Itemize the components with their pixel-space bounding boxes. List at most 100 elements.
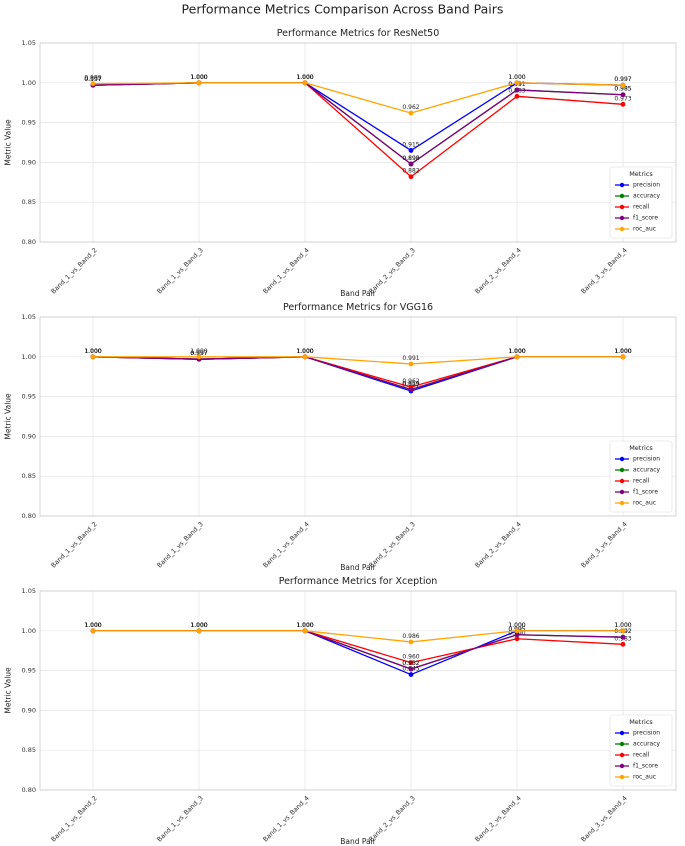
- legend-marker-precision: [619, 182, 625, 188]
- data-label-accuracy: 1.000: [84, 348, 101, 355]
- legend-marker-accuracy: [619, 467, 625, 473]
- data-label-f1_score: 1.000: [296, 348, 313, 355]
- data-label-accuracy: 0.997: [190, 350, 207, 357]
- y-tick-label: 1.00: [22, 353, 36, 361]
- series-roc_auc: 0.999 1.000 1.000 0.962 1.000 0.997: [84, 74, 632, 116]
- x-tick-label: Band_3_vs_Band_4: [579, 520, 628, 569]
- data-point-f1_score: [620, 92, 626, 98]
- data-label-f1_score: 1.000: [296, 74, 313, 81]
- data-label-precision: 1.000: [190, 74, 207, 81]
- data-label-f1_score: 1.000: [190, 622, 207, 629]
- legend-marker-precision: [619, 456, 625, 462]
- legend-marker-roc_auc: [619, 500, 625, 506]
- data-point-recall: [620, 641, 626, 647]
- data-label-recall: 1.000: [296, 74, 313, 81]
- data-label-precision: 0.997: [614, 76, 631, 83]
- data-label-recall: 0.997: [84, 76, 101, 83]
- data-label-roc_auc: 1.000: [296, 348, 313, 355]
- data-label-accuracy: 0.985: [614, 86, 631, 93]
- data-label-f1_score: 0.985: [614, 86, 631, 93]
- y-tick-label: 0.85: [22, 198, 36, 206]
- legend-marker-precision: [619, 730, 625, 736]
- data-label-accuracy: 0.959: [402, 380, 419, 387]
- legend-marker-accuracy: [619, 741, 625, 747]
- data-label-accuracy: 1.000: [614, 348, 631, 355]
- legend-label-roc_auc: roc_auc: [633, 226, 656, 233]
- chart-title: Performance Metrics for ResNet50: [277, 28, 440, 39]
- data-label-accuracy: 1.000: [84, 622, 101, 629]
- data-label-f1_score: 1.000: [84, 622, 101, 629]
- data-label-roc_auc: 1.000: [614, 348, 631, 355]
- x-axis-label: Band Pair: [340, 563, 377, 572]
- y-tick-label: 1.00: [22, 79, 36, 87]
- data-label-roc_auc: 1.000: [190, 74, 207, 81]
- x-tick-label: Band_1_vs_Band_3: [155, 246, 204, 295]
- data-label-roc_auc: 1.000: [190, 348, 207, 355]
- chart-panel-2: Performance Metrics for VGG16 0.80 0.85 0.9…: [4, 302, 677, 572]
- data-point-roc_auc: [302, 354, 308, 360]
- y-tick-label: 1.05: [22, 39, 36, 47]
- data-label-recall: 1.000: [296, 348, 313, 355]
- data-label-roc_auc: 0.999: [84, 75, 101, 82]
- data-label-f1_score: 1.000: [296, 622, 313, 629]
- legend-label-recall: recall: [633, 752, 650, 759]
- x-tick-label: Band_3_vs_Band_4: [579, 794, 628, 843]
- y-tick-label: 1.05: [22, 313, 36, 321]
- y-axis-label: Metric Value: [4, 667, 13, 714]
- data-label-accuracy: 1.000: [296, 348, 313, 355]
- x-tick-label: Band_1_vs_Band_2: [49, 520, 98, 569]
- legend-marker-recall: [619, 204, 625, 210]
- series-line-recall: [92, 356, 623, 388]
- y-tick-label: 0.85: [22, 746, 36, 754]
- y-tick-label: 0.80: [22, 512, 36, 520]
- legend-marker-f1_score: [619, 215, 625, 221]
- data-point-roc_auc: [408, 361, 414, 367]
- data-point-roc_auc: [514, 628, 520, 634]
- data-label-accuracy: 1.000: [508, 348, 525, 355]
- y-tick-label: 1.00: [22, 627, 36, 635]
- data-label-roc_auc: 1.000: [508, 622, 525, 629]
- y-tick-label: 0.95: [22, 119, 36, 127]
- x-tick-label: Band_1_vs_Band_3: [155, 794, 204, 843]
- series-roc_auc: 1.000 1.000 1.000 0.991 1.000 1.000: [84, 348, 632, 367]
- x-tick-label: Band_2_vs_Band_4: [473, 520, 522, 569]
- legend-marker-roc_auc: [619, 226, 625, 232]
- data-label-accuracy: 1.000: [296, 74, 313, 81]
- data-label-recall: 1.000: [190, 74, 207, 81]
- data-label-f1_score: 0.898: [402, 155, 419, 162]
- legend-label-precision: precision: [633, 456, 660, 463]
- legend-label-accuracy: accuracy: [633, 467, 661, 474]
- data-point-recall: [514, 93, 520, 99]
- legend-label-f1_score: f1_score: [633, 489, 658, 496]
- data-point-roc_auc: [514, 80, 520, 86]
- legend-title: Metrics: [629, 170, 653, 178]
- x-tick-label: Band_2_vs_Band_4: [473, 794, 522, 843]
- plot-frame: [39, 316, 677, 517]
- x-tick-label: Band_1_vs_Band_4: [261, 794, 310, 843]
- data-label-recall: 1.000: [296, 622, 313, 629]
- data-label-recall: 1.000: [190, 622, 207, 629]
- y-tick-label: 0.90: [22, 158, 36, 166]
- series-line-f1_score: [92, 356, 623, 391]
- data-point-roc_auc: [302, 80, 308, 86]
- data-label-recall: 0.882: [402, 168, 419, 175]
- data-point-f1_score: [408, 387, 414, 392]
- series-line-roc_auc: [93, 630, 623, 643]
- data-label-roc_auc: 1.000: [296, 74, 313, 81]
- data-point-roc_auc: [408, 110, 414, 116]
- data-point-roc_auc: [620, 628, 626, 634]
- data-label-f1_score: 1.000: [614, 348, 631, 355]
- data-point-roc_auc: [196, 80, 202, 86]
- x-tick-label: Band_1_vs_Band_3: [155, 520, 204, 569]
- data-point-f1_score: [408, 666, 414, 672]
- data-label-roc_auc: 1.000: [84, 348, 101, 355]
- data-point-roc_auc: [620, 82, 626, 88]
- data-point-roc_auc: [620, 354, 626, 360]
- data-point-roc_auc: [90, 628, 96, 634]
- data-label-roc_auc: 1.000: [614, 622, 631, 629]
